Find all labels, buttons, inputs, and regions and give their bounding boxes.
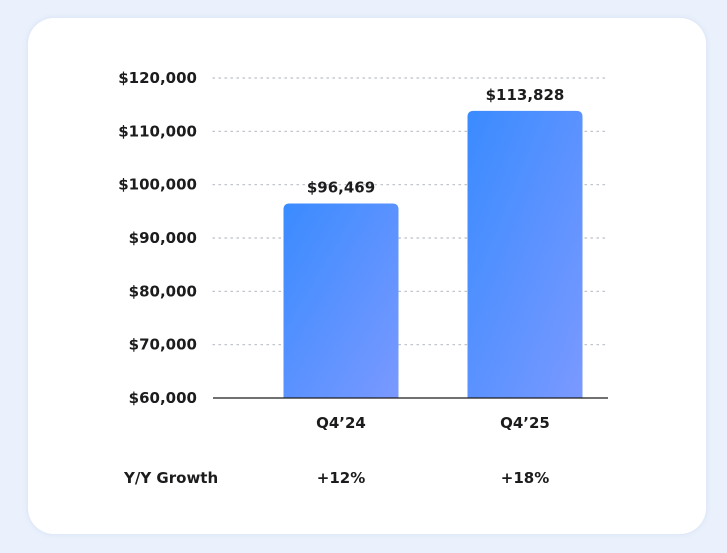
x-tick-label: Q4’25 [500, 414, 550, 432]
x-tick-label: Q4’24 [316, 414, 366, 432]
x-axis-ticks: Q4’24 Q4’25 [316, 414, 550, 432]
bar-q424 [283, 203, 399, 398]
data-label: $96,469 [307, 178, 375, 196]
data-label: $113,828 [486, 86, 565, 104]
bar-q425 [467, 110, 583, 399]
growth-row-label: Y/Y Growth [124, 469, 219, 487]
growth-value-q4-24: +12% [316, 469, 366, 487]
growth-value-q4-25: +18% [500, 469, 550, 487]
bars [283, 110, 583, 399]
y-tick-label: $90,000 [129, 229, 197, 247]
y-tick-label: $120,000 [118, 69, 197, 87]
data-labels: $96,469 $113,828 [307, 86, 565, 197]
y-axis-ticks: $60,000 $70,000 $80,000 $90,000 $100,000 $110… [118, 69, 197, 407]
y-tick-label: $110,000 [118, 122, 197, 140]
y-tick-label: $60,000 [129, 389, 197, 407]
y-tick-label: $70,000 [129, 336, 197, 354]
y-tick-label: $100,000 [118, 176, 197, 194]
grid-lines [212, 77, 609, 346]
y-tick-label: $80,000 [129, 282, 197, 300]
